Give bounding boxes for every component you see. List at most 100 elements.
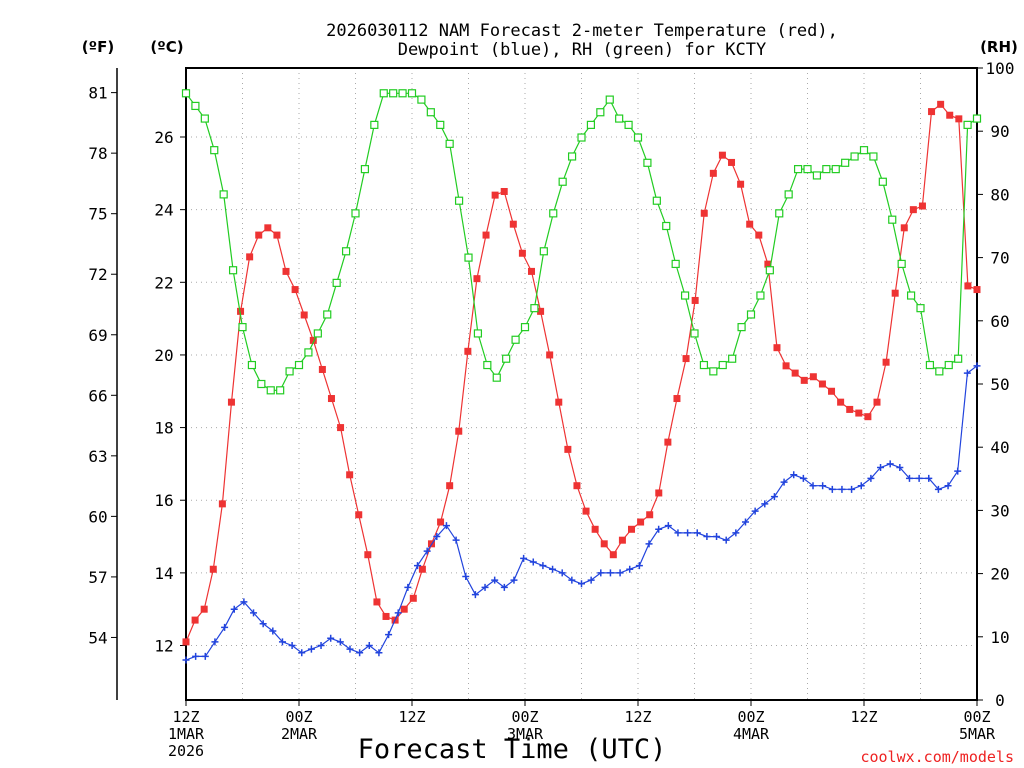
rh-point [351,209,360,218]
rh-tick-label: 70 [990,249,1009,268]
x-tick-label: 4MAR [733,725,770,743]
2-meter-temperature-point [282,267,290,275]
2-meter-temperature-point [255,231,263,239]
dewpoint-point [327,634,335,642]
rh-tick-label: 80 [990,185,1009,204]
2-meter-temperature-point [828,387,836,395]
rh-point [323,310,332,319]
x-tick-label: 00Z [285,708,312,726]
rh-point [944,360,953,370]
rh-point [803,165,812,174]
2-meter-temperature-point [837,398,845,406]
dewpoint-point [462,573,470,581]
2-meter-temperature-point [709,169,717,177]
rh-tick-label: 10 [990,628,1009,647]
dewpoint-point [684,529,692,537]
2-meter-temperature-point [973,286,981,294]
2-meter-temperature-point [918,202,926,210]
2-meter-temperature-point [346,471,354,479]
rh-point [765,266,774,275]
rh-point [379,89,388,98]
2-meter-temperature-point [309,336,317,344]
fahrenheit-tick-label: 54 [88,628,107,647]
2-meter-temperature-point [355,511,363,519]
2-meter-temperature-point [682,355,690,363]
axes: 54 57 60 63 66 69 72 75 78 81 12 14 16 18 20 22 24 26 0 10 2… [88,59,1014,760]
dewpoint-point [828,485,836,493]
dewpoint-point [259,620,267,628]
2-meter-temperature-point [573,482,581,490]
rh-point [916,304,925,313]
dewpoint-point [365,642,373,650]
x-tick-label: 00Z [737,708,764,726]
dewpoint-point [770,493,778,501]
dewpoint-point [616,569,624,577]
2-meter-temperature-point [500,187,508,195]
2-meter-temperature-point [546,351,554,359]
2-meter-temperature-line [185,103,978,643]
fahrenheit-tick-label: 60 [88,507,107,526]
fahrenheit-tick-label: 72 [88,265,107,284]
rh-point [850,152,859,161]
2-meter-temperature-point [891,289,899,297]
rh-point [680,291,690,300]
2-meter-temperature-point [718,151,726,159]
chart-title-line-2: Dewpoint (blue), RH (green) for KCTY [398,40,766,60]
2-meter-temperature-point [955,115,963,123]
x-tick-label: 00Z [511,708,538,726]
dewpoint-point [336,638,344,646]
2-meter-temperature-point [900,224,908,232]
rh-point [181,89,191,98]
dewpoint-point [269,627,277,635]
rh-point [652,196,661,205]
rh-point [539,247,548,256]
rh-point [219,190,228,199]
rh-point [605,95,614,104]
dewpoint-point [587,576,595,584]
dewpoint-point [404,583,412,591]
dewpoint-point [442,522,450,530]
rh-point [228,266,238,275]
2-meter-temperature-point [809,373,817,381]
dewpoint-point [645,540,653,548]
rh-point [699,360,709,370]
dewpoint-point [192,652,200,660]
rh-point [935,367,944,376]
rh-point [596,108,605,117]
dewpoint-point [471,591,479,599]
rh-point [690,329,699,338]
2-meter-temperature-point [800,376,808,384]
x-tick-label: 2026 [168,742,204,760]
rh-point [492,373,501,382]
rh-point [784,190,793,199]
rh-point [200,114,209,123]
2-meter-temperature-point [855,409,863,417]
rh-point [775,209,784,218]
2-meter-temperature-point [609,551,617,559]
dewpoint-point [201,652,209,660]
dewpoint-point [877,464,885,472]
dewpoint-point [356,649,364,657]
2-meter-temperature-point [946,111,954,119]
2-meter-temperature-point [182,638,190,646]
celsius-tick-label: 20 [154,346,173,365]
2-meter-temperature-point [400,605,408,613]
rh-unit-label: (RH) [980,38,1018,56]
2-meter-temperature-point [655,489,663,497]
dewpoint-point [539,562,547,570]
dewpoint-point [558,569,566,577]
2-meter-temperature-point [737,180,745,188]
2-meter-temperature-point [928,108,936,116]
dewpoint-point [221,623,229,631]
rh-point [304,348,313,357]
dewpoint-point [452,536,460,544]
dewpoint-point [298,649,306,657]
rh-point [483,360,492,370]
2-meter-temperature-point [555,398,563,406]
rh-point [746,310,756,319]
dewpoint-point [790,471,798,479]
2-meter-temperature-point [618,536,626,544]
2-meter-temperature-point [364,551,372,559]
celsius-tick-label: 18 [154,419,173,438]
